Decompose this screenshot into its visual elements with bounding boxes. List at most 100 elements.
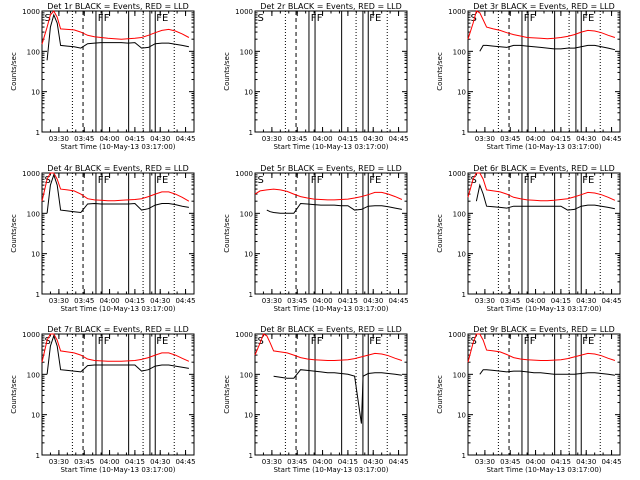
- y-axis-label: Counts/sec: [436, 52, 444, 91]
- x-tick-label: 04:00: [525, 297, 545, 305]
- x-tick-label: 03:45: [287, 135, 307, 143]
- panel-8: Det 8r BLACK = Events, RED = LLD 1 10 100 10…: [223, 325, 409, 474]
- x-tick-label: 03:30: [262, 297, 282, 305]
- y-axis-label: Counts/sec: [223, 52, 231, 91]
- y-tick-label: 10: [457, 412, 466, 420]
- y-tick-label: 10: [31, 89, 40, 97]
- x-tick-label: 04:00: [99, 135, 119, 143]
- panel-title: Det 7r BLACK = Events, RED = LLD: [47, 325, 189, 334]
- series-line-lld: [467, 172, 616, 202]
- y-tick-label: 100: [240, 210, 253, 218]
- x-axis-label: Start Time (10-May-13 03:17:00): [486, 143, 601, 151]
- series-line-events: [46, 173, 189, 214]
- x-tick-label: 04:45: [175, 458, 195, 466]
- marker-label-s: S: [258, 13, 264, 24]
- x-tick-label: 03:30: [262, 458, 282, 466]
- x-tick-label: 04:15: [338, 135, 358, 143]
- marker-label-f: F: [98, 336, 104, 347]
- x-axis-label: Start Time (10-May-13 03:17:00): [486, 305, 601, 313]
- marker-label-s: S: [45, 336, 51, 347]
- x-tick-label: 04:00: [312, 297, 332, 305]
- x-tick-label: 04:30: [576, 458, 596, 466]
- y-tick-label: 100: [453, 48, 466, 56]
- marker-label-f: F: [98, 13, 104, 24]
- marker-label-f: F: [530, 13, 536, 24]
- y-axis-label: Counts/sec: [10, 214, 18, 253]
- y-tick-label: 1000: [22, 170, 40, 178]
- x-tick-label: 04:15: [125, 297, 145, 305]
- panel-title: Det 9r BLACK = Events, RED = LLD: [473, 325, 615, 334]
- x-tick-label: 04:45: [601, 135, 621, 143]
- x-tick-label: 03:45: [287, 458, 307, 466]
- panel-title: Det 5r BLACK = Events, RED = LLD: [260, 164, 402, 173]
- y-tick-label: 100: [453, 210, 466, 218]
- x-tick-label: 04:00: [525, 458, 545, 466]
- marker-label-fe: FE: [582, 13, 594, 24]
- panel-1: Det 1r BLACK = Events, RED = LLD 1 10 100 10…: [10, 2, 196, 151]
- panel-title: Det 2r BLACK = Events, RED = LLD: [260, 2, 402, 11]
- marker-label-s: S: [471, 13, 477, 24]
- y-tick-label: 10: [457, 251, 466, 259]
- y-axis-label: Counts/sec: [10, 52, 18, 91]
- x-tick-label: 03:45: [287, 297, 307, 305]
- y-tick-label: 1: [249, 129, 253, 137]
- x-tick-label: 04:45: [388, 297, 408, 305]
- marker-label-fe: FE: [369, 175, 381, 186]
- x-tick-label: 04:00: [99, 458, 119, 466]
- x-tick-label: 03:30: [262, 135, 282, 143]
- x-tick-label: 04:15: [125, 135, 145, 143]
- x-tick-label: 04:30: [576, 135, 596, 143]
- marker-label-s: S: [45, 13, 51, 24]
- x-tick-label: 04:30: [150, 297, 170, 305]
- y-tick-label: 100: [240, 48, 253, 56]
- x-tick-label: 03:30: [475, 297, 495, 305]
- series-line-events: [46, 334, 189, 375]
- marker-label-f: F: [311, 336, 317, 347]
- x-tick-label: 04:15: [551, 135, 571, 143]
- panel-title: Det 1r BLACK = Events, RED = LLD: [47, 2, 189, 11]
- y-tick-label: 100: [27, 371, 40, 379]
- x-axis-label: Start Time (10-May-13 03:17:00): [273, 305, 388, 313]
- x-tick-label: 03:45: [500, 297, 520, 305]
- y-tick-label: 1: [462, 291, 466, 299]
- panel-5: Det 5r BLACK = Events, RED = LLD 1 10 100 10…: [223, 164, 409, 313]
- y-axis-label: Counts/sec: [436, 375, 444, 414]
- x-tick-label: 03:30: [49, 135, 69, 143]
- panel-frame: [467, 172, 621, 295]
- x-tick-label: 04:15: [125, 458, 145, 466]
- x-axis-label: Start Time (10-May-13 03:17:00): [273, 143, 388, 151]
- panel-frame: [467, 333, 621, 456]
- x-tick-label: 04:00: [312, 135, 332, 143]
- x-tick-label: 04:45: [175, 135, 195, 143]
- series-line-events: [266, 202, 402, 214]
- x-tick-label: 04:15: [551, 458, 571, 466]
- marker-label-s: S: [45, 175, 51, 186]
- marker-label-f: F: [311, 13, 317, 24]
- x-tick-label: 04:30: [576, 297, 596, 305]
- marker-label-f: F: [530, 336, 536, 347]
- x-tick-label: 04:30: [150, 458, 170, 466]
- x-tick-label: 03:45: [74, 135, 94, 143]
- marker-label-fe: FE: [156, 175, 168, 186]
- panel-frame: [254, 172, 408, 295]
- marker-label-f: F: [98, 175, 104, 186]
- x-tick-label: 04:45: [601, 458, 621, 466]
- y-tick-label: 100: [240, 371, 253, 379]
- x-tick-label: 04:30: [363, 458, 383, 466]
- y-tick-label: 100: [27, 210, 40, 218]
- x-tick-label: 03:45: [74, 297, 94, 305]
- series-line-lld: [467, 333, 616, 363]
- y-tick-label: 1000: [235, 8, 253, 16]
- x-tick-label: 04:30: [363, 135, 383, 143]
- marker-label-fe: FE: [369, 13, 381, 24]
- y-tick-label: 100: [27, 48, 40, 56]
- marker-label-f: F: [104, 13, 110, 24]
- x-tick-label: 04:00: [99, 297, 119, 305]
- y-tick-label: 1: [36, 452, 40, 460]
- y-tick-label: 1: [36, 291, 40, 299]
- x-tick-label: 03:45: [500, 135, 520, 143]
- marker-label-s: S: [258, 175, 264, 186]
- y-tick-label: 10: [244, 412, 253, 420]
- y-axis-label: Counts/sec: [223, 214, 231, 253]
- marker-label-fe: FE: [582, 175, 594, 186]
